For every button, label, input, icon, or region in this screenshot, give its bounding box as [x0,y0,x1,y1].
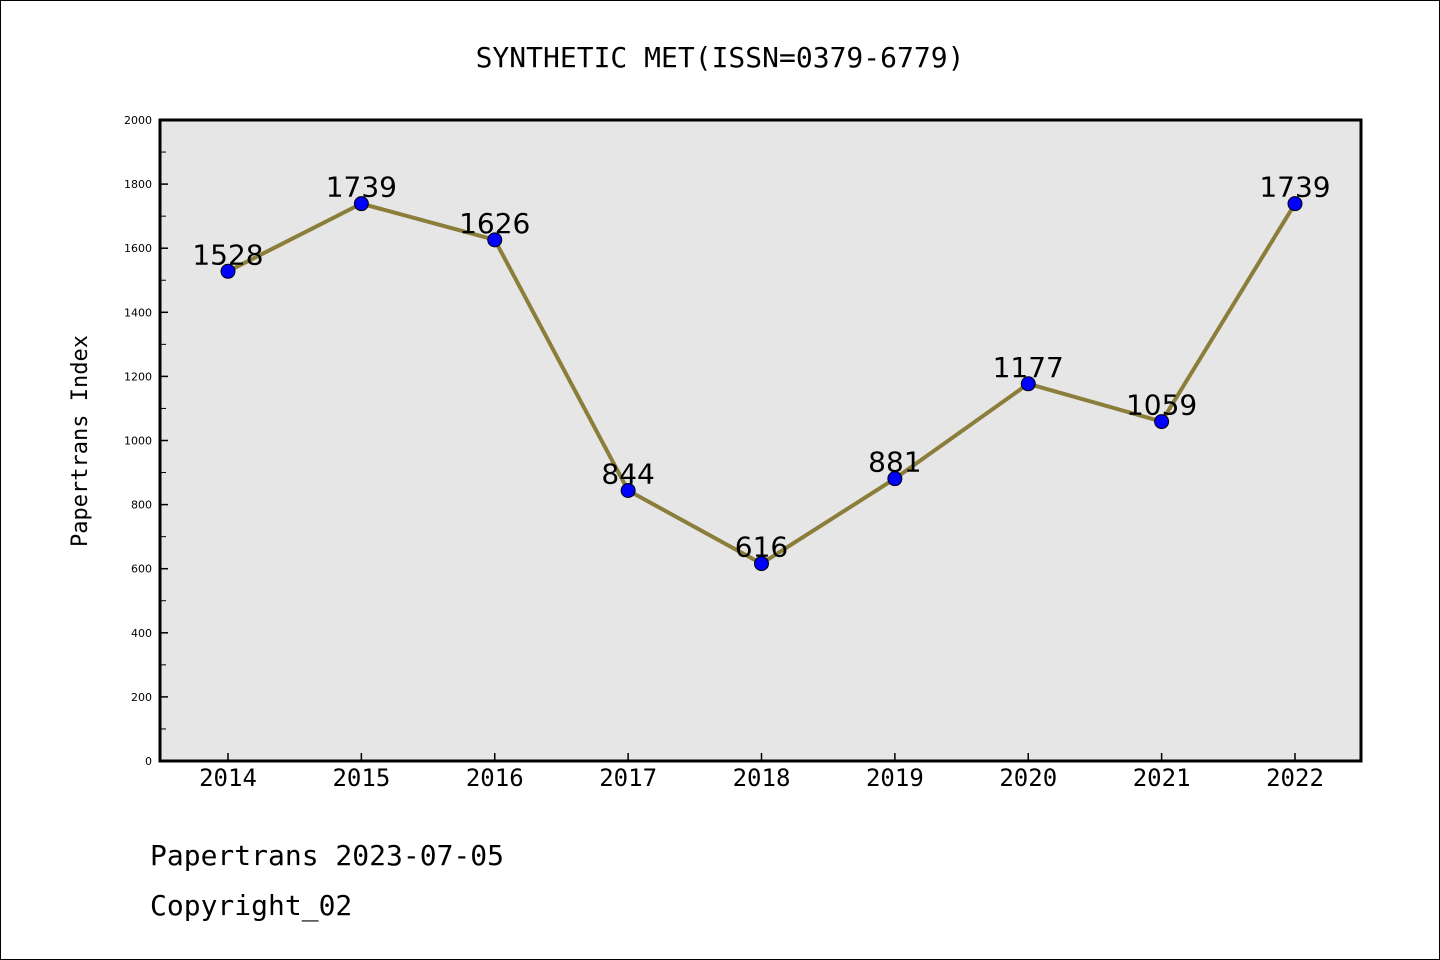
y-tick-label: 600 [131,563,152,576]
data-point [487,232,503,248]
series-layer: 1528 1739 1626 844 616 881 1177 1059 1739 [192,171,1331,572]
x-tick-label: 2019 [866,764,924,792]
plot-area [160,120,1361,761]
data-point [1287,196,1303,212]
data-point [220,263,236,279]
data-point [754,556,769,572]
x-tick-label: 2022 [1266,764,1324,792]
data-point [1154,414,1170,430]
plot-frame [158,118,1363,763]
y-tick-label: 800 [131,499,152,512]
data-label: 1177 [993,351,1064,384]
data-label: 844 [601,457,654,490]
data-label: 881 [868,446,921,479]
data-point [620,482,636,498]
y-tick-label: 1800 [124,178,152,191]
data-point [1020,376,1036,392]
x-tick-label: 2020 [999,764,1057,792]
data-point [353,196,369,212]
chart-title: SYNTHETIC MET(ISSN=0379-6779) [476,41,965,74]
y-tick-label: 1200 [124,370,152,383]
data-label: 616 [735,531,788,564]
data-label: 1626 [459,207,530,240]
data-point [887,471,903,487]
data-label: 1739 [1259,171,1330,204]
x-tick-label: 2016 [466,764,524,792]
footer-copyright: Copyright_02 [150,889,352,923]
y-axis-label: Papertrans Index [68,335,93,547]
x-axis: 2014 2015 2016 2017 2018 2019 2020 2021 2022 [199,753,1324,792]
y-tick-label: 1600 [124,242,152,255]
y-tick-label: 0 [145,755,152,768]
x-tick-label: 2021 [1133,764,1191,792]
y-tick-label: 1400 [124,306,152,319]
data-label: 1739 [326,171,397,204]
data-label: 1059 [1126,389,1197,422]
x-tick-label: 2015 [332,764,390,792]
footer-date: Papertrans 2023-07-05 [150,839,504,872]
y-tick-label: 2000 [124,114,152,127]
data-label: 1528 [192,238,263,271]
y-tick-label: 1000 [124,435,152,448]
y-tick-label: 400 [131,627,152,640]
x-tick-label: 2017 [599,764,657,792]
x-tick-label: 2018 [733,764,791,792]
x-tick-label: 2014 [199,764,257,792]
y-tick-label: 200 [131,691,152,704]
